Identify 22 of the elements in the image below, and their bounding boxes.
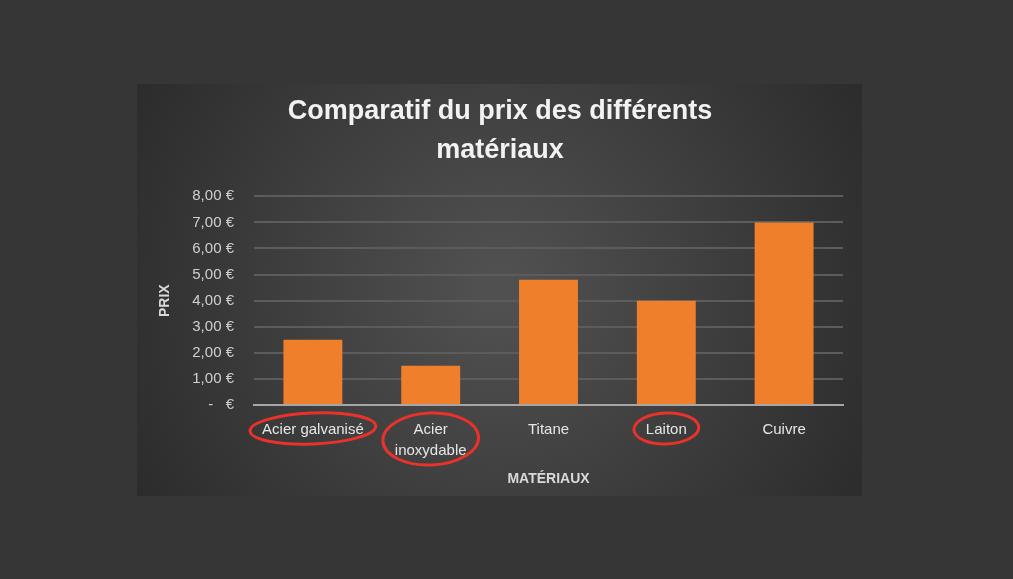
y-tick-label: 7,00 € bbox=[192, 212, 235, 230]
bar bbox=[283, 339, 343, 404]
x-tick-label: Acier inoxydable bbox=[394, 419, 467, 458]
y-tick-label: 5,00 € bbox=[192, 264, 235, 282]
x-tick-label: Laiton bbox=[645, 419, 687, 437]
bar bbox=[401, 365, 461, 404]
x-tick-label: Acier galvanisé bbox=[262, 419, 364, 437]
x-axis-title: MATÉRIAUX bbox=[507, 470, 591, 487]
x-tick-label: Cuivre bbox=[762, 419, 806, 437]
y-tick-label: 2,00 € bbox=[192, 342, 235, 360]
y-tick-label: - € bbox=[208, 395, 235, 413]
y-tick-label: 4,00 € bbox=[192, 290, 235, 308]
bar bbox=[754, 222, 814, 404]
bar bbox=[519, 279, 578, 404]
y-tick-label: 6,00 € bbox=[192, 238, 235, 256]
bar bbox=[636, 300, 696, 404]
y-tick-label: 8,00 € bbox=[192, 186, 235, 204]
x-tick-label: Titane bbox=[527, 419, 570, 437]
y-tick-label: 3,00 € bbox=[192, 316, 235, 334]
y-tick-label: 1,00 € bbox=[192, 369, 235, 387]
chart-title: Comparatif du prix des différents matériaux bbox=[287, 95, 713, 165]
y-axis-title: PRIX bbox=[156, 283, 173, 317]
